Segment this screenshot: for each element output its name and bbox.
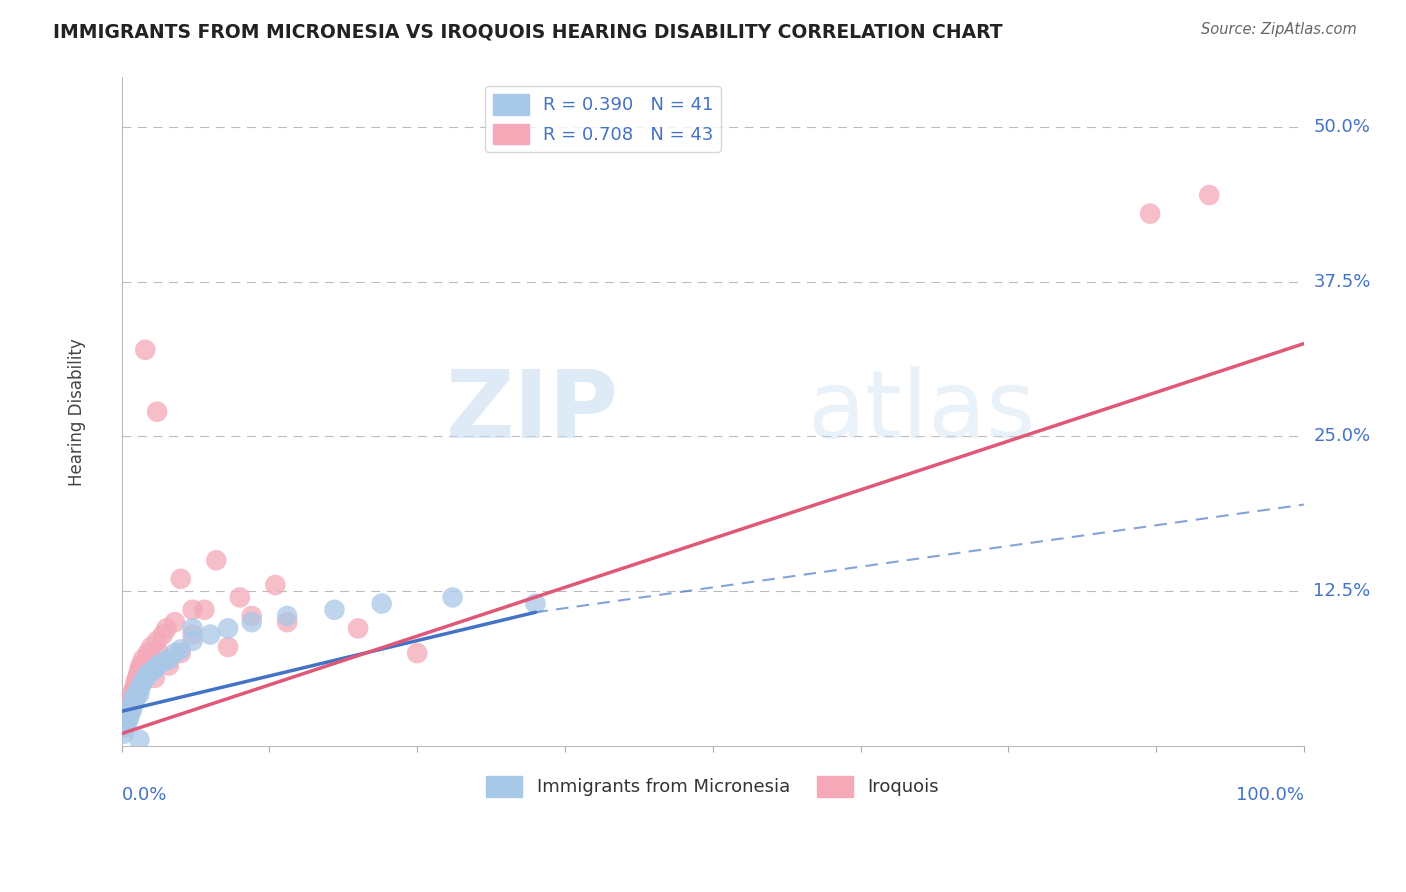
- Point: [118, 708, 141, 723]
- Point: [134, 671, 156, 685]
- Point: [118, 702, 141, 716]
- Point: [134, 343, 156, 357]
- Point: [114, 714, 136, 729]
- Point: [129, 680, 152, 694]
- Point: [170, 646, 193, 660]
- Point: [143, 662, 166, 676]
- Point: [347, 621, 370, 635]
- Point: [205, 553, 228, 567]
- Point: [131, 677, 153, 691]
- Point: [120, 699, 142, 714]
- Point: [114, 720, 136, 734]
- Point: [112, 726, 135, 740]
- Point: [163, 646, 186, 660]
- Point: [200, 627, 222, 641]
- Point: [136, 646, 159, 660]
- Point: [132, 674, 155, 689]
- Point: [117, 704, 139, 718]
- Text: 25.0%: 25.0%: [1313, 427, 1371, 445]
- Point: [152, 655, 174, 669]
- Text: 12.5%: 12.5%: [1313, 582, 1371, 600]
- Point: [124, 680, 146, 694]
- Point: [127, 683, 149, 698]
- Point: [146, 633, 169, 648]
- Point: [120, 692, 142, 706]
- Point: [125, 692, 148, 706]
- Point: [117, 708, 139, 723]
- Point: [141, 665, 163, 679]
- Text: 50.0%: 50.0%: [1313, 118, 1371, 136]
- Point: [240, 609, 263, 624]
- Point: [229, 591, 252, 605]
- Point: [155, 621, 177, 635]
- Point: [217, 640, 239, 654]
- Point: [125, 687, 148, 701]
- Point: [121, 687, 143, 701]
- Point: [121, 702, 143, 716]
- Point: [146, 405, 169, 419]
- Point: [128, 662, 150, 676]
- Point: [152, 627, 174, 641]
- Text: IMMIGRANTS FROM MICRONESIA VS IROQUOIS HEARING DISABILITY CORRELATION CHART: IMMIGRANTS FROM MICRONESIA VS IROQUOIS H…: [53, 22, 1002, 41]
- Point: [264, 578, 287, 592]
- Point: [170, 642, 193, 657]
- Point: [157, 658, 180, 673]
- Point: [181, 621, 204, 635]
- Text: 100.0%: 100.0%: [1236, 786, 1303, 804]
- Point: [125, 674, 148, 689]
- Point: [122, 683, 145, 698]
- Point: [134, 665, 156, 679]
- Point: [181, 633, 204, 648]
- Point: [122, 692, 145, 706]
- Point: [181, 603, 204, 617]
- Text: Source: ZipAtlas.com: Source: ZipAtlas.com: [1201, 22, 1357, 37]
- Point: [118, 696, 141, 710]
- Point: [132, 652, 155, 666]
- Point: [170, 572, 193, 586]
- Point: [276, 609, 298, 624]
- Point: [163, 615, 186, 630]
- Point: [370, 597, 392, 611]
- Point: [115, 716, 138, 731]
- Point: [146, 658, 169, 673]
- Point: [112, 720, 135, 734]
- Point: [148, 646, 170, 660]
- Point: [136, 667, 159, 681]
- Point: [115, 708, 138, 723]
- Point: [120, 704, 142, 718]
- Legend: Immigrants from Micronesia, Iroquois: Immigrants from Micronesia, Iroquois: [479, 769, 946, 804]
- Point: [118, 699, 141, 714]
- Point: [125, 671, 148, 685]
- Point: [1198, 188, 1220, 202]
- Point: [128, 732, 150, 747]
- Point: [141, 640, 163, 654]
- Text: ZIP: ZIP: [446, 366, 619, 458]
- Point: [240, 615, 263, 630]
- Point: [122, 696, 145, 710]
- Point: [157, 652, 180, 666]
- Point: [127, 667, 149, 681]
- Point: [124, 690, 146, 704]
- Point: [117, 714, 139, 729]
- Point: [323, 603, 346, 617]
- Point: [129, 658, 152, 673]
- Text: Hearing Disability: Hearing Disability: [67, 338, 86, 485]
- Point: [406, 646, 429, 660]
- Text: 37.5%: 37.5%: [1313, 273, 1371, 291]
- Point: [193, 603, 215, 617]
- Text: 0.0%: 0.0%: [122, 786, 167, 804]
- Point: [181, 627, 204, 641]
- Point: [276, 615, 298, 630]
- Point: [118, 712, 141, 726]
- Point: [524, 597, 547, 611]
- Point: [143, 671, 166, 685]
- Point: [128, 687, 150, 701]
- Point: [217, 621, 239, 635]
- Text: atlas: atlas: [807, 366, 1036, 458]
- Point: [1139, 206, 1161, 220]
- Point: [441, 591, 464, 605]
